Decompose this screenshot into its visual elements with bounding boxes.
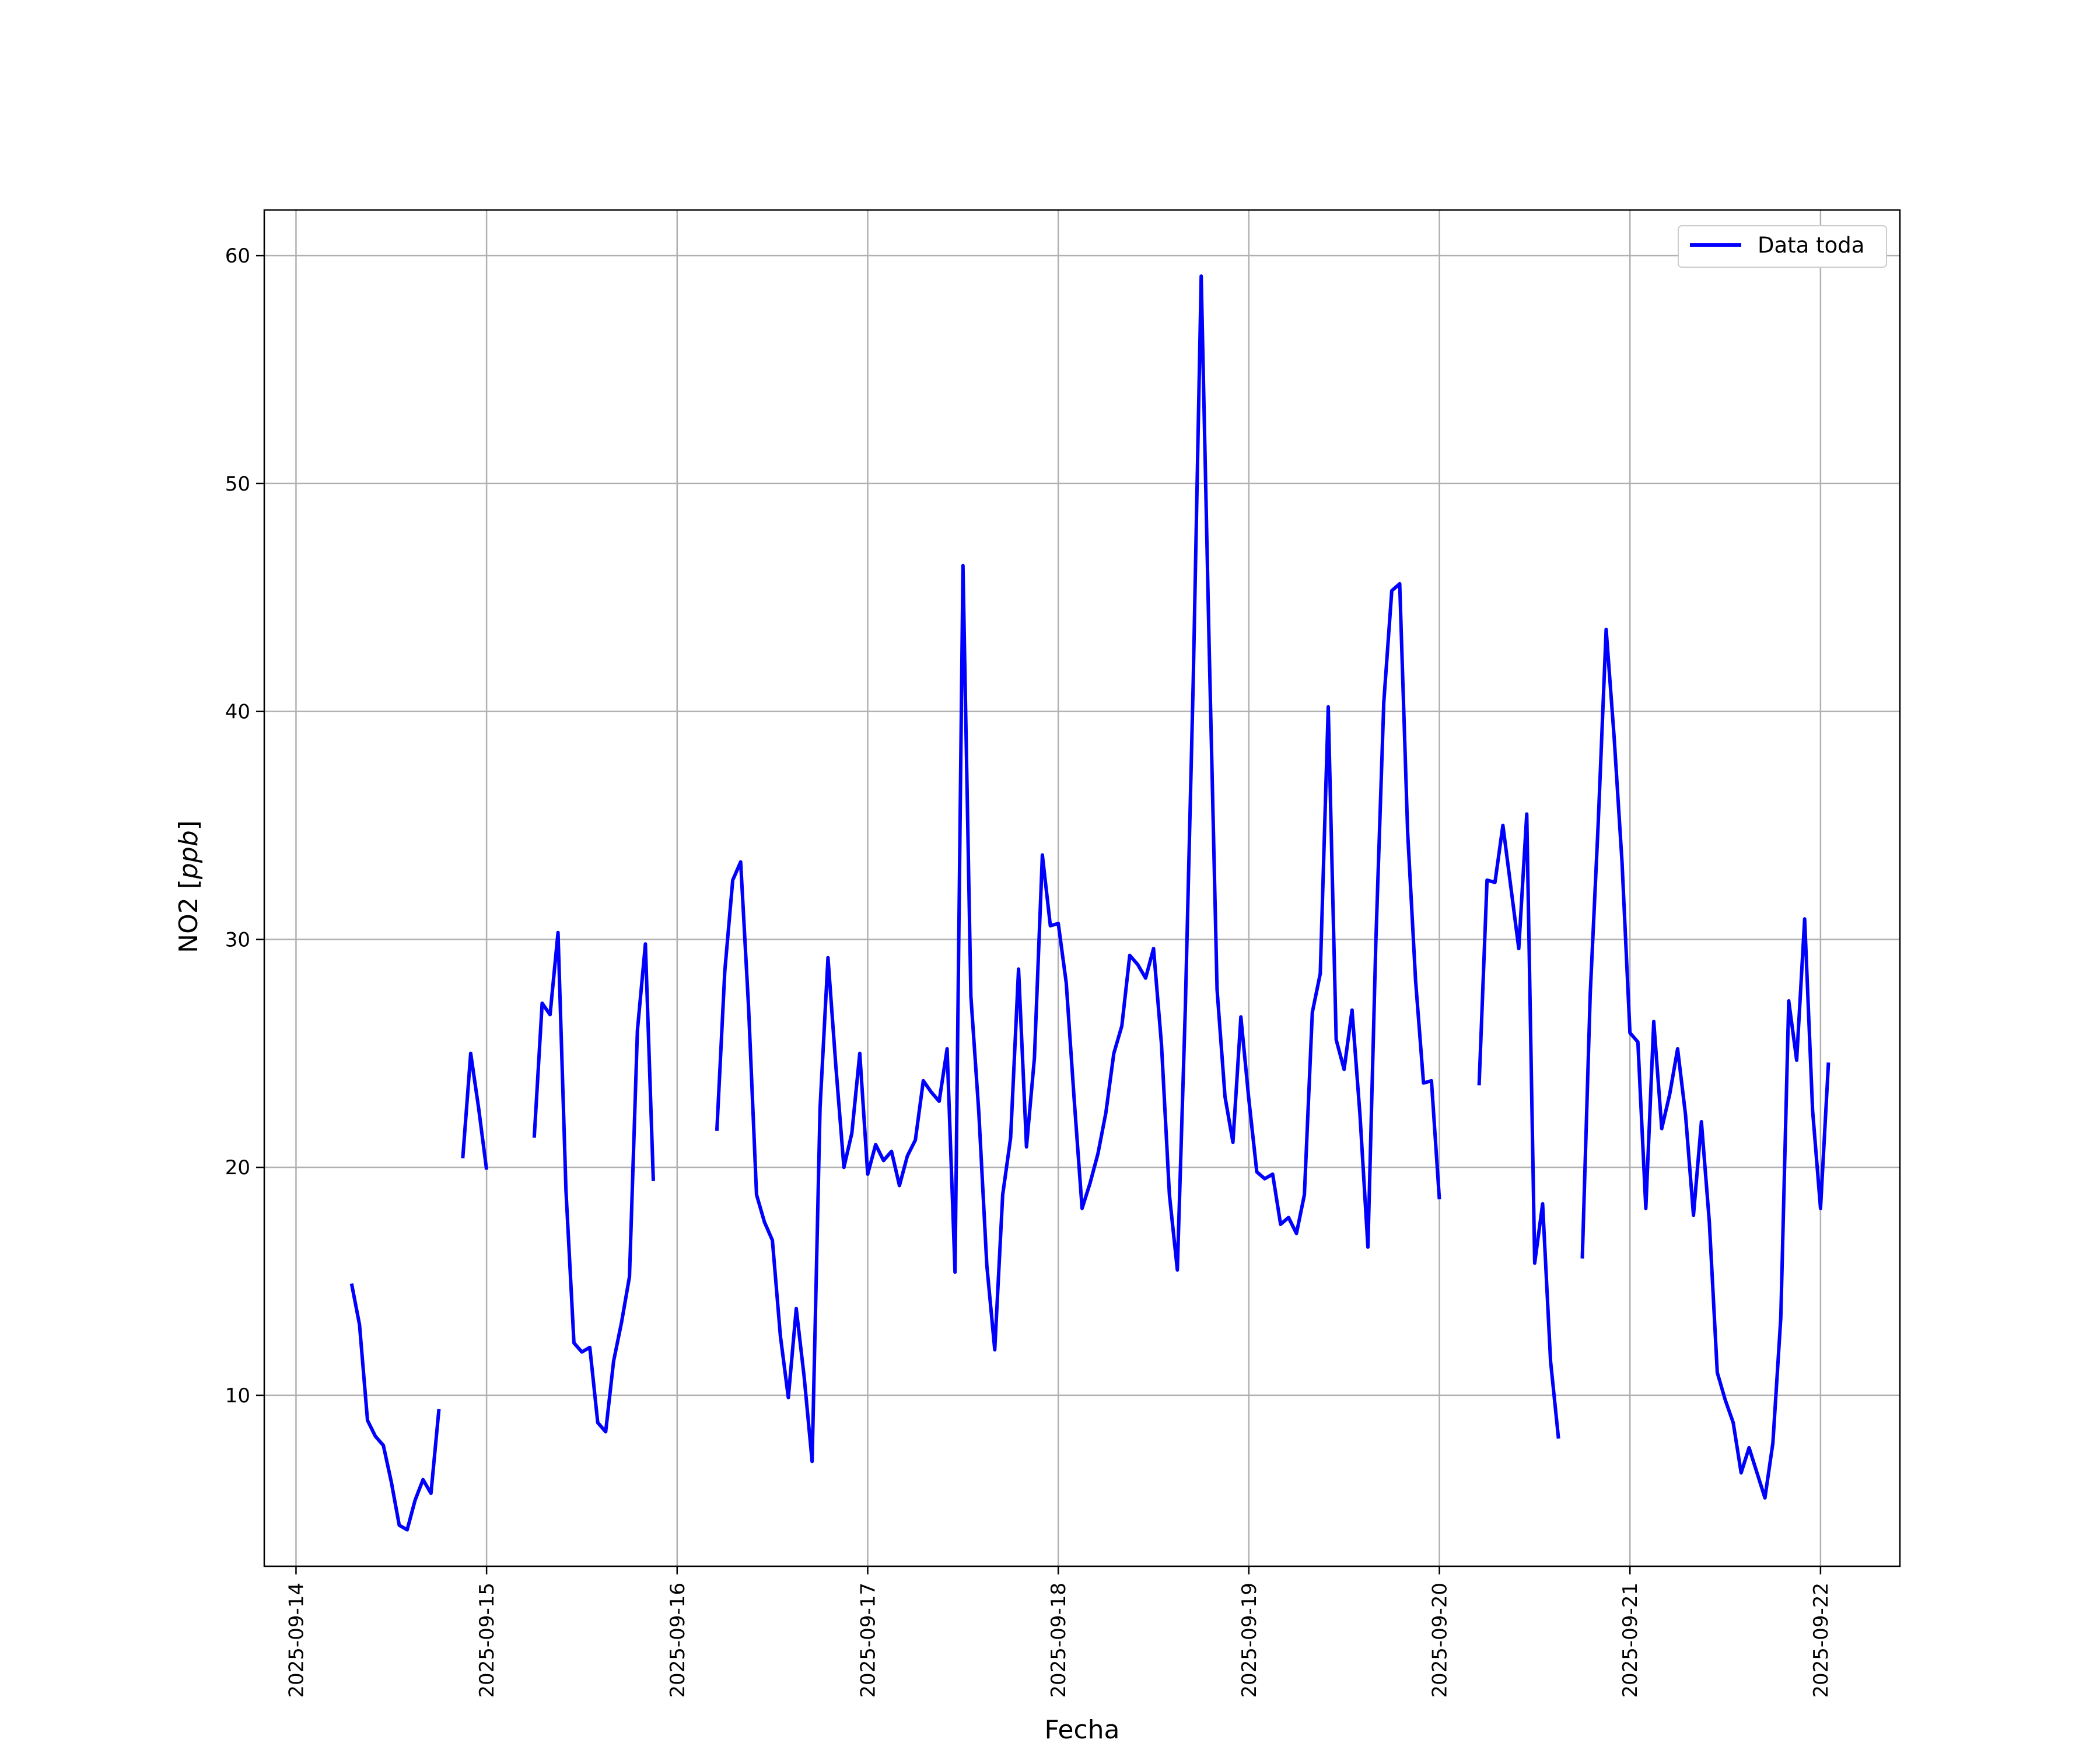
x-tick-label: 2025-09-22	[1810, 1583, 1833, 1698]
series-line-segment	[1580, 628, 1831, 1500]
x-tick-label: 2025-09-17	[856, 1583, 880, 1698]
y-axis-label-unit: ppb	[174, 830, 204, 880]
series-line-segment	[349, 1283, 441, 1532]
x-tick-label: 2025-09-20	[1429, 1583, 1452, 1698]
y-tick-label: 40	[225, 701, 250, 724]
axis-ticks: 2025-09-14 2025-09-15 2025-09-16 2025-09-17…	[225, 244, 1833, 1698]
series-line-segment	[532, 930, 655, 1434]
x-tick-label: 2025-09-15	[475, 1583, 499, 1698]
y-tick-label: 50	[225, 473, 250, 496]
y-axis-label-main: NO2 [	[174, 879, 204, 953]
x-tick-label: 2025-09-19	[1238, 1583, 1261, 1698]
y-tick-label: 20	[225, 1156, 250, 1180]
x-tick-label: 2025-09-16	[666, 1583, 690, 1698]
series-lines	[349, 274, 1831, 1532]
y-tick-label: 60	[225, 244, 250, 268]
y-axis-label: NO2 [ppb]	[174, 820, 204, 953]
y-tick-label: 30	[225, 928, 250, 951]
plot-frame	[263, 209, 1901, 1567]
y-tick-label: 10	[225, 1384, 250, 1408]
legend-box	[1678, 225, 1887, 268]
series-line-segment	[461, 1051, 489, 1170]
legend-label: Data toda	[1758, 233, 1864, 258]
grid	[264, 210, 1900, 1566]
x-axis-label: Fecha	[1044, 1715, 1119, 1745]
x-tick-label: 2025-09-14	[285, 1583, 308, 1698]
x-tick-label: 2025-09-18	[1047, 1583, 1070, 1698]
y-axis-label-end: ]	[174, 820, 204, 830]
series-line-segment	[715, 274, 1441, 1464]
x-tick-label: 2025-09-21	[1619, 1583, 1642, 1698]
series-line-segment	[1477, 812, 1560, 1439]
legend: Data toda	[1678, 225, 1887, 268]
